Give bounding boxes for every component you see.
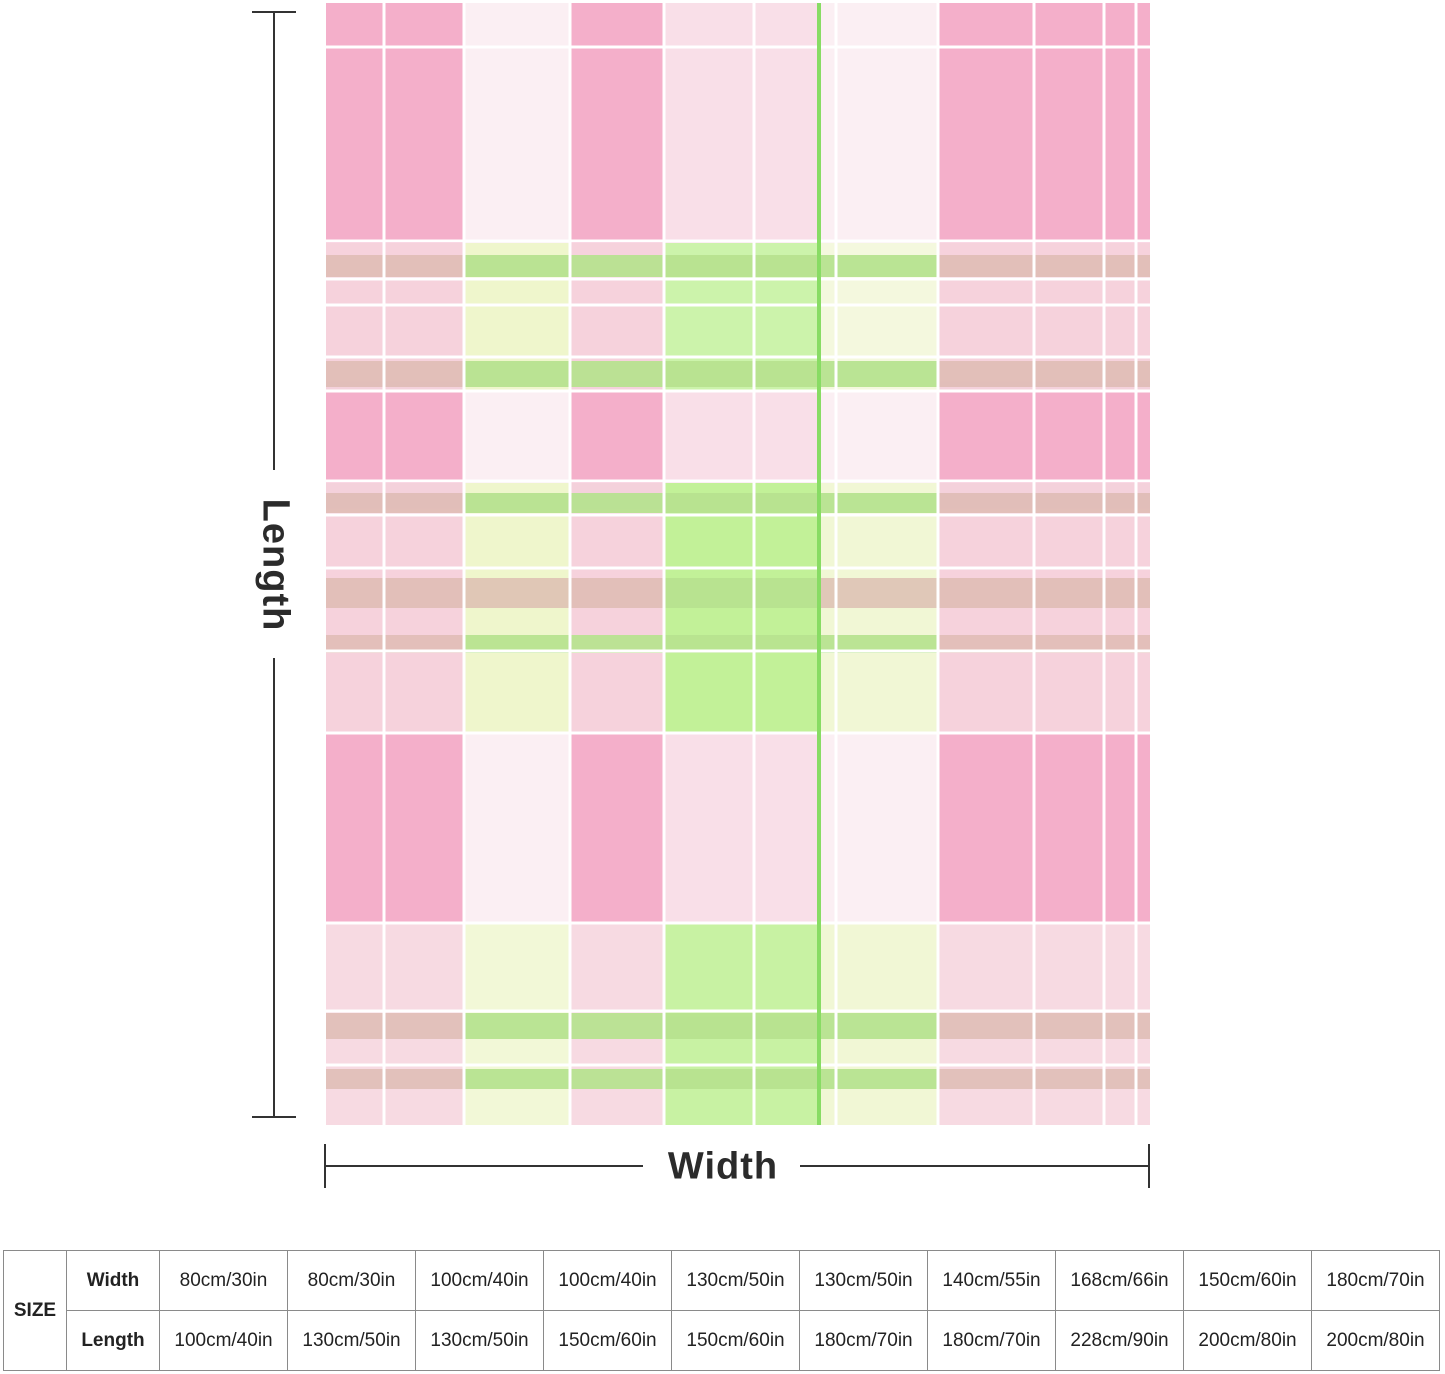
table-cell: 150cm/60in (543, 1310, 672, 1371)
table-row-length: Length 100cm/40in 130cm/50in 130cm/50in … (4, 1310, 1440, 1371)
table-cell: 80cm/30in (287, 1250, 416, 1311)
width-label: Width (667, 1145, 779, 1188)
table-cell: 100cm/40in (159, 1310, 288, 1371)
table-cell: 100cm/40in (415, 1250, 544, 1311)
table-cell: 228cm/90in (1055, 1310, 1184, 1371)
size-table: SIZE Width 80cm/30in 80cm/30in 100cm/40i… (3, 1250, 1440, 1371)
length-bottom-cap (252, 1116, 296, 1118)
table-cell: 180cm/70in (927, 1310, 1056, 1371)
row-label-length: Length (66, 1310, 160, 1371)
width-line-right (800, 1165, 1149, 1167)
white-lines (326, 3, 1150, 1125)
size-label: SIZE (3, 1250, 67, 1371)
length-line-top (273, 12, 275, 470)
length-line-bottom (273, 658, 275, 1117)
table-cell: 150cm/60in (671, 1310, 800, 1371)
table-row-width: SIZE Width 80cm/30in 80cm/30in 100cm/40i… (3, 1250, 1440, 1371)
table-cell: 130cm/50in (287, 1310, 416, 1371)
table-cell: 200cm/80in (1311, 1310, 1440, 1371)
row-label-width: Width (66, 1250, 160, 1311)
table-cell: 168cm/66in (1055, 1250, 1184, 1311)
table-cell: 80cm/30in (159, 1250, 288, 1311)
table-cell: 130cm/50in (415, 1310, 544, 1371)
table-cell: 130cm/50in (671, 1250, 800, 1311)
width-line-left (325, 1165, 643, 1167)
table-cell: 140cm/55in (927, 1250, 1056, 1311)
table-cell: 200cm/80in (1183, 1310, 1312, 1371)
blanket-image (326, 3, 1150, 1125)
plaid-pattern (326, 3, 1150, 1125)
table-cell: 130cm/50in (799, 1250, 928, 1311)
green-stripe (817, 3, 821, 1125)
table-cell: 180cm/70in (799, 1310, 928, 1371)
length-label: Length (254, 498, 297, 632)
width-right-cap (1148, 1144, 1150, 1188)
table-cell: 180cm/70in (1311, 1250, 1440, 1311)
table-cell: 100cm/40in (543, 1250, 672, 1311)
table-cell: 150cm/60in (1183, 1250, 1312, 1311)
